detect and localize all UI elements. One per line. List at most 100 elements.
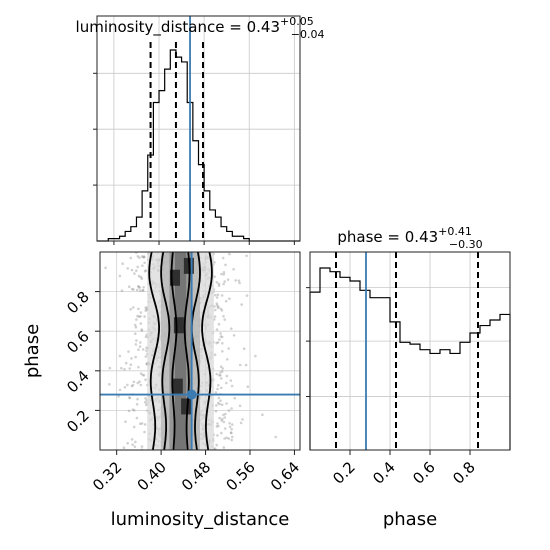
sample-point	[130, 357, 133, 360]
sample-point	[222, 282, 225, 286]
sample-point	[139, 315, 142, 318]
sample-point	[238, 404, 242, 408]
sample-point	[138, 380, 141, 384]
sample-point	[245, 254, 248, 258]
sample-point	[132, 380, 136, 384]
density-peak	[170, 269, 180, 286]
sample-point	[139, 383, 143, 387]
tick-label-phase-x: 0.4	[369, 458, 399, 488]
sample-point	[219, 332, 222, 335]
sample-point	[141, 264, 144, 268]
tick-label-luminosity-distance: 0.48	[178, 458, 214, 494]
sample-point	[124, 361, 128, 365]
sample-point	[133, 445, 137, 449]
sample-point	[135, 288, 139, 292]
sample-point	[144, 397, 147, 400]
sample-point	[130, 438, 134, 441]
sample-point	[137, 348, 140, 352]
sample-point	[144, 335, 148, 339]
sample-point	[226, 358, 229, 361]
sample-point	[214, 308, 217, 312]
sample-point	[130, 268, 134, 272]
sample-point	[213, 353, 217, 357]
tick-label-luminosity-distance: 0.32	[89, 458, 125, 494]
sample-point	[214, 409, 218, 413]
sample-point	[242, 347, 246, 351]
sample-point	[222, 413, 225, 417]
sample-point	[224, 299, 228, 303]
sample-point	[223, 427, 227, 430]
scatter-plot-area	[100, 252, 300, 450]
sample-point	[128, 367, 131, 370]
sample-point	[142, 255, 145, 259]
sample-point	[143, 423, 147, 426]
sample-point	[131, 408, 135, 411]
sample-point	[213, 447, 217, 450]
sample-point	[127, 409, 131, 413]
sample-point	[130, 287, 134, 291]
sample-point	[224, 263, 227, 267]
sample-point	[215, 302, 219, 305]
sample-point	[228, 422, 231, 425]
sample-point	[126, 441, 129, 445]
sample-point	[222, 420, 226, 424]
sample-point	[133, 323, 137, 327]
sample-point	[227, 437, 231, 440]
sample-point	[143, 430, 146, 434]
sample-point	[225, 374, 229, 378]
sample-point	[220, 309, 224, 312]
sample-point	[215, 328, 219, 331]
sample-point	[239, 421, 243, 425]
sample-point	[108, 383, 111, 386]
sample-point	[117, 395, 120, 398]
tick-label-luminosity-distance: 0.56	[222, 458, 258, 494]
sample-point	[134, 355, 137, 359]
title-phase: phase = 0.43+0.41 −0.30	[337, 225, 482, 251]
sample-point	[137, 365, 140, 369]
truth-marker	[186, 389, 197, 400]
sample-point	[213, 275, 216, 279]
sample-point	[139, 422, 142, 426]
sample-point	[143, 261, 146, 265]
density-peak	[181, 398, 192, 415]
sample-point	[144, 355, 148, 358]
sample-point	[214, 391, 218, 394]
sample-point	[222, 271, 226, 274]
sample-point	[139, 311, 143, 314]
contour-inner-left	[170, 252, 178, 450]
tick-label-phase-y: 0.8	[63, 288, 93, 318]
sample-point	[233, 396, 236, 400]
sample-point	[216, 304, 219, 307]
sample-point	[223, 318, 226, 321]
sample-point	[137, 285, 141, 289]
sample-point	[225, 381, 228, 385]
title-luminosity-distance: luminosity_distance = 0.43+0.05 −0.04	[76, 15, 325, 41]
sample-point	[225, 402, 228, 405]
sample-point	[144, 306, 147, 310]
sample-point	[229, 431, 233, 435]
sample-point	[133, 272, 136, 275]
sample-point	[126, 267, 129, 270]
sample-point	[129, 256, 133, 260]
sample-point	[219, 371, 222, 374]
sample-point	[217, 282, 221, 286]
sample-point	[221, 417, 224, 421]
sample-point	[139, 275, 143, 279]
sample-point	[220, 403, 224, 407]
sample-point	[140, 255, 144, 258]
sample-point	[220, 335, 224, 339]
sample-point	[137, 284, 140, 288]
sample-point	[144, 269, 148, 272]
sample-point	[132, 288, 135, 291]
sample-point	[138, 286, 141, 289]
sample-point	[230, 428, 233, 431]
tick-label-phase-x: 0.6	[409, 458, 439, 488]
sample-point	[134, 440, 137, 444]
contour-inner-right	[183, 252, 191, 450]
sample-point	[129, 363, 133, 367]
hist1-step-line	[97, 49, 300, 242]
sample-point	[215, 341, 218, 345]
sample-point	[224, 412, 227, 416]
sample-point	[137, 315, 141, 319]
density-band	[175, 252, 187, 450]
